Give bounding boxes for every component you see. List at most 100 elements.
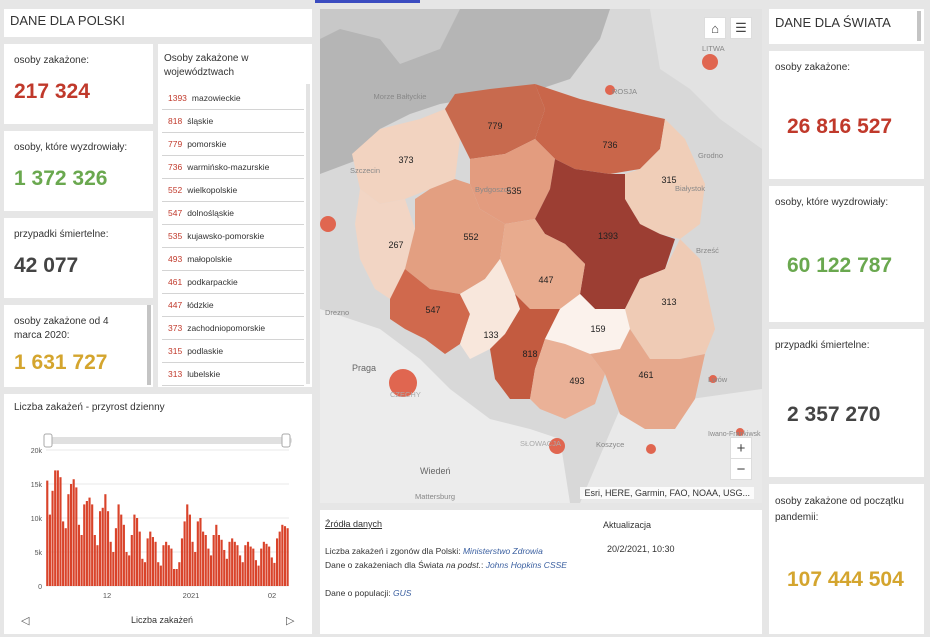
chart-bar[interactable]: [75, 487, 78, 586]
voivodeship-row[interactable]: 447 łódzkie: [162, 294, 304, 317]
chart-bar[interactable]: [112, 552, 115, 586]
chart-range-slider[interactable]: [46, 437, 292, 444]
chart-bar[interactable]: [275, 538, 279, 586]
region-slaskie[interactable]: [490, 294, 560, 399]
chart-bar[interactable]: [196, 521, 199, 586]
chart-next-icon[interactable]: ▷: [286, 615, 295, 627]
bubble-ivano-frankivsk[interactable]: [736, 428, 744, 436]
chart-bar[interactable]: [212, 535, 215, 586]
chart-bar[interactable]: [246, 541, 250, 586]
chart-bar[interactable]: [128, 555, 131, 586]
chart-bar[interactable]: [138, 531, 141, 586]
chart-bar[interactable]: [188, 514, 191, 586]
chart-bar[interactable]: [130, 535, 133, 586]
chart-bar[interactable]: [260, 548, 263, 586]
pl-since-scrollbar[interactable]: [147, 305, 151, 385]
chart-bar[interactable]: [268, 546, 271, 586]
chart-bar[interactable]: [204, 535, 207, 586]
chart-bar[interactable]: [170, 548, 173, 586]
chart-bar[interactable]: [262, 541, 265, 586]
map-panel[interactable]: 779 736 373 535 315 267 552 1393 447 313…: [320, 9, 762, 503]
chart-bar[interactable]: [101, 507, 104, 586]
map-svg[interactable]: 779 736 373 535 315 267 552 1393 447 313…: [320, 9, 762, 503]
chart-bar[interactable]: [96, 545, 99, 586]
zoom-out-button[interactable]: −: [730, 458, 752, 480]
chart-bar[interactable]: [175, 569, 178, 586]
chart-bar[interactable]: [236, 545, 239, 586]
chart-bar[interactable]: [231, 538, 234, 586]
region-lodzkie[interactable]: [500, 219, 585, 309]
chart-bar[interactable]: [51, 490, 54, 586]
chart-bar[interactable]: [278, 531, 281, 586]
region-swietokrzyskie[interactable]: [545, 294, 630, 354]
bubble-czechia[interactable]: [389, 369, 417, 397]
chart-bar[interactable]: [80, 535, 83, 586]
region-kujawsko-pomorskie[interactable]: [470, 139, 555, 224]
region-malopolskie[interactable]: [530, 339, 605, 419]
chart-bar[interactable]: [69, 484, 73, 586]
home-icon[interactable]: ⌂: [704, 17, 726, 39]
chart-bar[interactable]: [270, 557, 273, 586]
chart-bar[interactable]: [77, 524, 81, 586]
chart-bar[interactable]: [154, 541, 157, 586]
chart-bar[interactable]: [220, 539, 223, 586]
chart-bar[interactable]: [281, 524, 284, 586]
chart-bar[interactable]: [85, 501, 88, 586]
legend-list-icon[interactable]: ☰: [730, 17, 752, 39]
chart-bar[interactable]: [48, 514, 51, 586]
chart-bar[interactable]: [159, 565, 162, 586]
voivodeship-row[interactable]: 1393 mazowieckie: [162, 87, 304, 110]
region-dolnoslaskie[interactable]: [390, 269, 470, 354]
chart-bar[interactable]: [265, 543, 268, 586]
chart-bar[interactable]: [249, 546, 252, 586]
bubble-germany[interactable]: [320, 216, 336, 232]
chart-bar[interactable]: [109, 541, 112, 586]
chart-bar[interactable]: [217, 535, 221, 586]
chart-bar[interactable]: [172, 569, 176, 586]
chart-bar[interactable]: [244, 545, 247, 586]
region-pomorskie[interactable]: [445, 84, 545, 159]
chart-bar[interactable]: [114, 528, 118, 586]
chart-bar[interactable]: [59, 477, 62, 586]
chart-bar[interactable]: [209, 555, 213, 586]
chart-bar[interactable]: [125, 552, 128, 586]
voivodeship-scroll-track[interactable]: [306, 84, 310, 384]
chart-bar[interactable]: [241, 562, 244, 586]
chart-bar[interactable]: [162, 545, 165, 586]
voivodeship-row[interactable]: 535 kujawsko-pomorskie: [162, 225, 304, 248]
chart-bar[interactable]: [151, 537, 154, 586]
chart-bar[interactable]: [143, 562, 147, 586]
chart-bar[interactable]: [254, 560, 258, 586]
chart-bar[interactable]: [46, 480, 49, 586]
region-podlaskie[interactable]: [625, 119, 705, 239]
ministry-of-health-link[interactable]: Ministerstwo Zdrowia: [462, 546, 543, 556]
chart-bar[interactable]: [88, 497, 91, 586]
chart-bar[interactable]: [273, 562, 276, 586]
chart-bar[interactable]: [72, 479, 75, 586]
chart-bar[interactable]: [106, 511, 110, 586]
region-mazowieckie[interactable]: [535, 159, 675, 309]
voivodeship-row[interactable]: 736 warmińsko-mazurskie: [162, 156, 304, 179]
chart-bar[interactable]: [91, 504, 94, 586]
chart-bar[interactable]: [194, 552, 197, 586]
chart-bar[interactable]: [283, 526, 287, 586]
chart-bar[interactable]: [149, 531, 152, 586]
zoom-in-button[interactable]: +: [730, 437, 752, 459]
region-podkarpackie[interactable]: [590, 329, 705, 429]
chart-bar[interactable]: [141, 558, 144, 586]
chart-bar[interactable]: [207, 548, 210, 586]
chart-bar[interactable]: [223, 549, 226, 586]
voivodeship-row[interactable]: 818 śląskie: [162, 110, 304, 133]
chart-bar[interactable]: [120, 514, 123, 586]
chart-bar[interactable]: [122, 524, 125, 586]
gus-link[interactable]: GUS: [393, 588, 412, 598]
bubble-hungary[interactable]: [646, 444, 656, 454]
chart-bar[interactable]: [178, 562, 181, 586]
chart-bar[interactable]: [215, 524, 218, 586]
voivodeship-row[interactable]: 493 małopolskie: [162, 248, 304, 271]
region-warminsko-mazurskie[interactable]: [535, 84, 665, 174]
slider-left-handle[interactable]: [43, 433, 53, 448]
voivodeship-row[interactable]: 315 podlaskie: [162, 340, 304, 363]
region-lubuskie[interactable]: [355, 189, 415, 299]
map-attribution[interactable]: Esri, HERE, Garmin, FAO, NOAA, USG...: [580, 487, 754, 499]
